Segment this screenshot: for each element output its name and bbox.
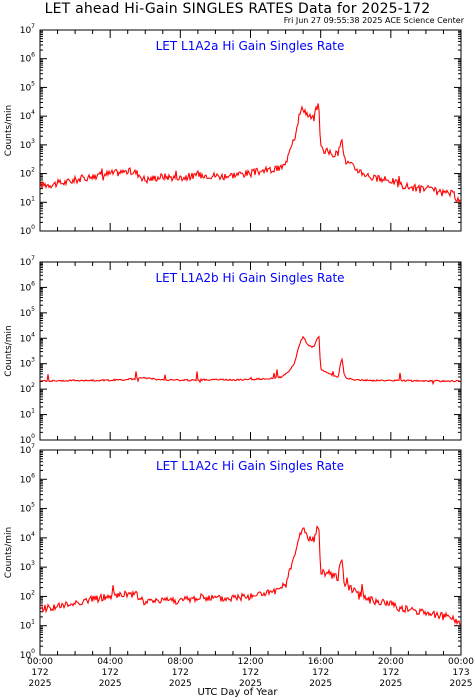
y-tick-label: 103: [20, 138, 35, 151]
series-line: [40, 524, 461, 626]
y-tick-label: 101: [20, 195, 35, 208]
x-tick-label: 2025: [450, 679, 473, 689]
y-tick-label: 107: [20, 255, 35, 268]
y-tick-label: 105: [20, 502, 35, 515]
y-axis-label: Counts/min: [4, 325, 14, 376]
y-tick-label: 103: [20, 357, 35, 370]
x-tick-label: 20:00: [378, 657, 404, 667]
page-title: LET ahead Hi-Gain SINGLES RATES Data for…: [44, 1, 431, 17]
panel-title: LET L1A2a Hi Gain Singles Rate: [156, 39, 345, 53]
chart-panel-1: 100 101 102 103 104 105 106 107 Counts/min LET L1…: [4, 23, 462, 237]
y-tick-label: 102: [20, 382, 35, 395]
plot-frame: [39, 449, 462, 656]
y-tick-label: 100: [20, 433, 35, 446]
x-tick-label: 12:00: [238, 657, 264, 667]
y-tick-label: 101: [20, 408, 35, 421]
x-tick-label: 172: [31, 668, 48, 678]
y-tick-label: 106: [20, 472, 35, 485]
y-tick-label: 102: [20, 589, 35, 602]
x-tick-label: 172: [312, 668, 329, 678]
x-tick-label: 172: [242, 668, 259, 678]
x-tick-label: 172: [102, 668, 119, 678]
y-tick-label: 104: [20, 531, 35, 544]
x-tick-label: 00:00: [448, 657, 474, 667]
x-tick-label: 173: [452, 668, 469, 678]
chart-panel-2: 100 101 102 103 104 105 106 107 Counts/min LET L1…: [4, 255, 462, 446]
series-line: [40, 103, 461, 204]
x-tick-label: 04:00: [97, 657, 123, 667]
series-line: [40, 335, 461, 386]
x-tick-label: 2025: [99, 679, 122, 689]
y-tick-label: 102: [20, 167, 35, 180]
x-tick-labels: 00:00172202504:00172202508:00172202512:0…: [27, 657, 474, 689]
y-tick-label: 100: [20, 224, 35, 237]
y-tick-label: 104: [20, 331, 35, 344]
y-tick-label: 107: [20, 443, 35, 456]
y-tick-label: 107: [20, 23, 35, 36]
y-tick-label: 106: [20, 52, 35, 65]
y-tick-label: 101: [20, 619, 35, 632]
chart-panel-3: 100 101 102 103 104 105 106 107 Counts/min LET L1…: [4, 443, 462, 661]
x-axis-title: UTC Day of Year: [197, 687, 278, 698]
x-tick-label: 172: [382, 668, 399, 678]
x-tick-label: 2025: [309, 679, 332, 689]
panel-title: LET L1A2c Hi Gain Singles Rate: [156, 459, 344, 473]
x-tick-label: 172: [172, 668, 189, 678]
x-tick-label: 00:00: [27, 657, 53, 667]
y-tick-label: 100: [20, 648, 35, 661]
x-tick-label: 2025: [379, 679, 402, 689]
plot-frame: [39, 29, 462, 232]
x-tick-label: 16:00: [308, 657, 334, 667]
panel-title: LET L1A2b Hi Gain Singles Rate: [155, 271, 344, 285]
y-axis-label: Counts/min: [4, 105, 14, 156]
y-tick-label: 103: [20, 560, 35, 573]
x-tick-label: 2025: [29, 679, 52, 689]
y-tick-label: 106: [20, 280, 35, 293]
y-tick-label: 105: [20, 80, 35, 93]
plot-frame: [39, 261, 462, 441]
y-axis-label: Counts/min: [4, 527, 14, 578]
x-tick-label: 08:00: [167, 657, 193, 667]
x-tick-label: 2025: [239, 679, 262, 689]
y-tick-label: 104: [20, 109, 35, 122]
timestamp: Fri Jun 27 09:55:38 2025 ACE Science Cen…: [283, 16, 464, 25]
x-tick-label: 2025: [169, 679, 192, 689]
y-tick-label: 105: [20, 306, 35, 319]
